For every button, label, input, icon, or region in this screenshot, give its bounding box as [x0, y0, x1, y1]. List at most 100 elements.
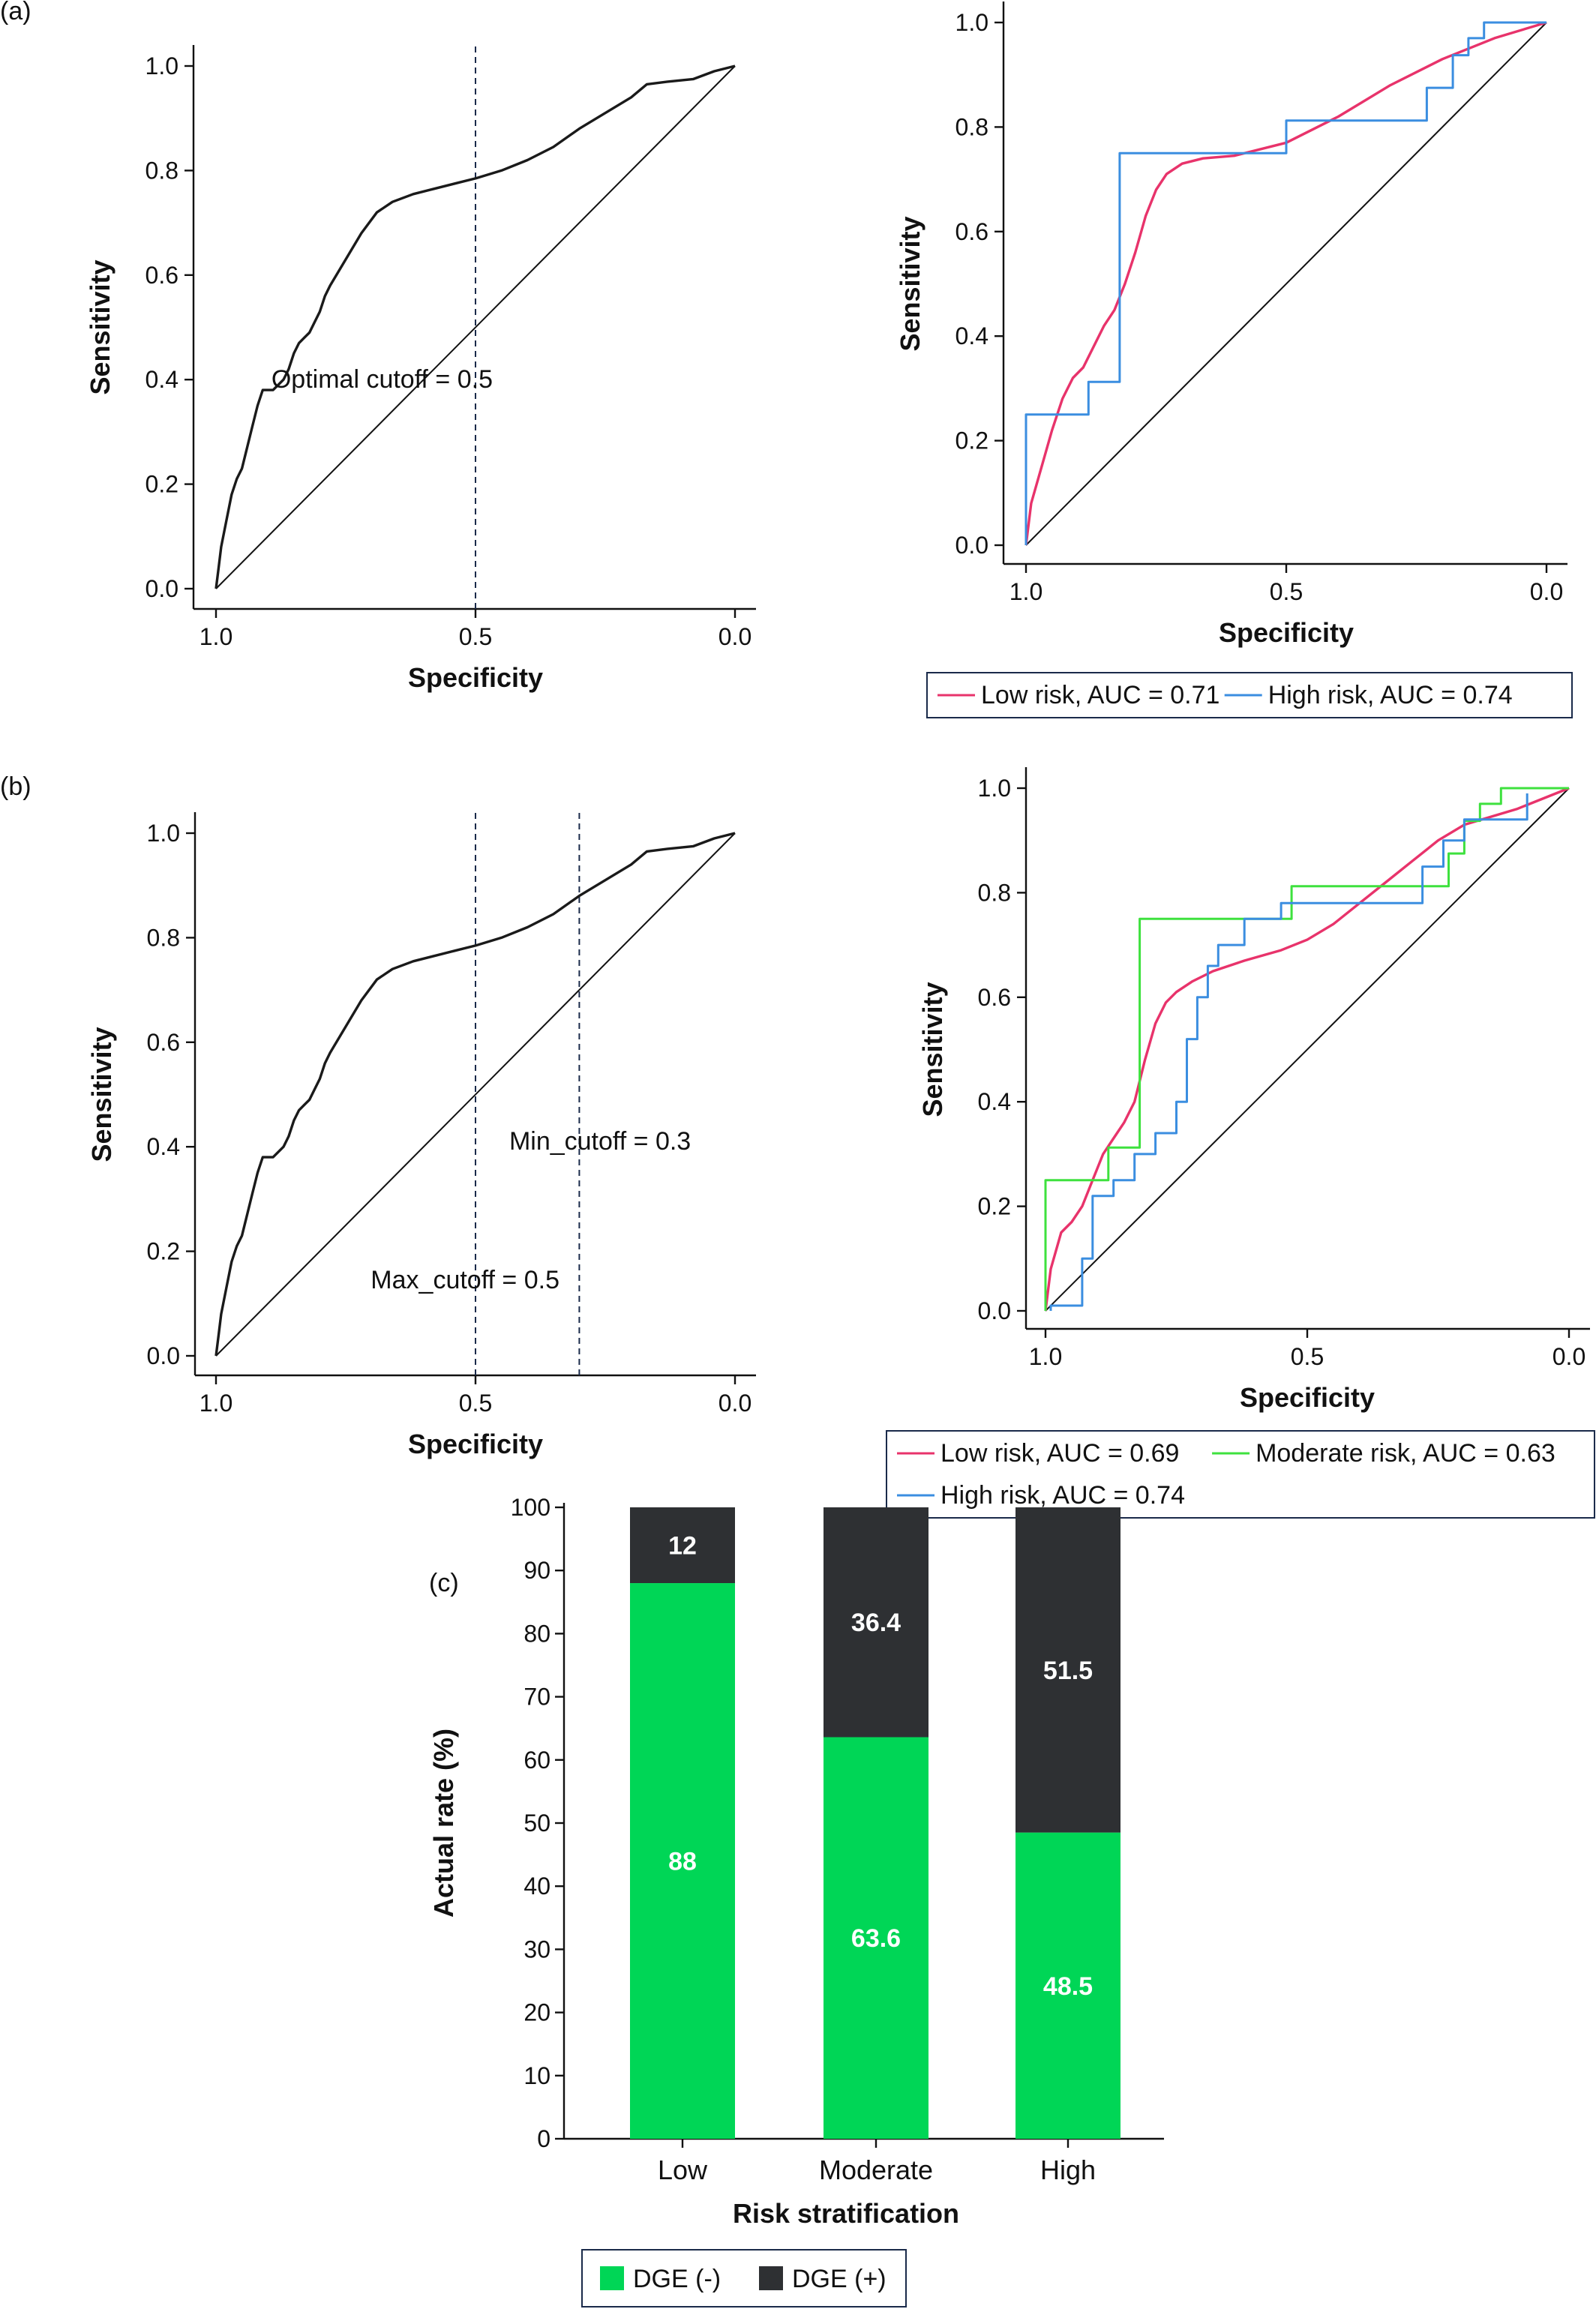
bar-high-dge-positive [1016, 1507, 1120, 1833]
y-tick-label: 60 [524, 1747, 550, 1774]
y-tick-label: 0.8 [146, 157, 178, 184]
bar-value-label: 88 [668, 1848, 697, 1876]
x-tick-label: 0.0 [1552, 1343, 1586, 1370]
x-tick-label: 0.0 [718, 1390, 752, 1417]
roc-chart-a-by-risk: 0.0 0.2 0.4 0.6 0.8 1.0 1.0 0.5 0.0 Specificity Se… [895, 1, 1573, 718]
x-tick-label: 0.5 [459, 623, 492, 650]
bar-value-label: 48.5 [1043, 1972, 1093, 2001]
x-tick-label: 0.5 [459, 1390, 492, 1417]
bar-value-label: 36.4 [851, 1609, 901, 1637]
y-tick-label: 0.0 [978, 1297, 1011, 1324]
y-tick-label: 0.2 [978, 1193, 1011, 1220]
y-tick-label: 0.4 [978, 1088, 1011, 1115]
y-tick-label: 50 [524, 1810, 550, 1837]
roc-chart-a-overall: 0.0 0.2 0.4 0.6 0.8 1.0 1.0 0.5 0.0 Specificity Se… [85, 45, 756, 693]
roc-curve-2 [1024, 21, 1546, 545]
stacked-bar-chart-c: 0 10 20 30 40 50 60 70 80 90 100 88 12 Low 63.6 36.4 Mod… [428, 1494, 1164, 2308]
y-tick-label: 0.2 [147, 1238, 180, 1265]
roc-curve-1 [214, 832, 736, 1357]
y-tick-label: 1.0 [146, 52, 178, 79]
legend-label: High risk, AUC = 0.74 [1268, 681, 1513, 709]
y-tick-label: 70 [524, 1684, 550, 1711]
x-tick-label: 1.0 [1010, 578, 1042, 605]
x-tick-label: 1.0 [200, 623, 232, 650]
bar-low-dge-negative [630, 1583, 735, 2139]
roc-chart-b-overall: 0.0 0.2 0.4 0.6 0.8 1.0 1.0 0.5 0.0 Specificity Se… [86, 812, 756, 1459]
bar-value-label: 51.5 [1043, 1657, 1093, 1685]
y-tick-label: 90 [524, 1557, 550, 1584]
panel-label-a: (a) [0, 0, 32, 25]
y-tick-label: 0.2 [146, 471, 178, 498]
reference-diagonal [1025, 22, 1547, 546]
y-axis-title: Actual rate (%) [428, 1729, 459, 1918]
y-tick-label: 10 [524, 2062, 550, 2089]
x-tick-label: 0.0 [718, 623, 752, 650]
roc-chart-b-by-risk: 0.0 0.2 0.4 0.6 0.8 1.0 1.0 0.5 0.0 Specificity Se… [886, 767, 1595, 1519]
bar-value-label: 63.6 [851, 1924, 901, 1953]
y-tick-label: 0.4 [146, 366, 178, 393]
y-tick-label: 0.4 [956, 322, 988, 349]
y-tick-label: 0 [537, 2125, 550, 2152]
annotation: Optimal cutoff = 0.5 [272, 365, 493, 394]
x-axis-title: Specificity [1219, 617, 1354, 648]
y-tick-label: 0.8 [956, 113, 988, 140]
y-tick-label: 0.6 [978, 984, 1011, 1011]
y-tick-label: 0.0 [147, 1342, 180, 1369]
legend-box [581, 2249, 907, 2308]
legend-label: DGE (-) [633, 2265, 721, 2293]
x-axis-title: Risk stratification [733, 2198, 959, 2229]
reference-diagonal [215, 65, 736, 589]
y-tick-label: 80 [524, 1620, 550, 1647]
legend-swatch [759, 2266, 783, 2290]
legend-box [886, 1430, 1595, 1519]
y-tick-label: 0.0 [956, 532, 988, 559]
y-tick-label: 0.6 [147, 1029, 180, 1056]
y-axis-title: Sensitivity [917, 982, 948, 1117]
legend-label: Low risk, AUC = 0.71 [981, 681, 1220, 709]
annotation: Min_cutoff = 0.3 [509, 1127, 691, 1156]
roc-curve-3 [1049, 793, 1528, 1311]
y-axis-title: Sensitivity [85, 259, 116, 394]
x-tick-label: 0.0 [1530, 578, 1563, 605]
y-tick-label: 1.0 [978, 775, 1011, 802]
x-tick-label: Moderate [819, 2155, 933, 2185]
legend-label: Moderate risk, AUC = 0.63 [1256, 1439, 1556, 1468]
x-tick-label: 1.0 [200, 1390, 232, 1417]
x-tick-label: Low [658, 2155, 708, 2185]
panel-label-b: (b) [0, 772, 32, 801]
y-tick-label: 40 [524, 1873, 550, 1900]
x-tick-label: 0.5 [1270, 578, 1303, 605]
roc-curve-1 [1044, 787, 1570, 1312]
panel-label-c: (c) [429, 1569, 459, 1597]
bar-moderate-dge-negative [824, 1737, 928, 2139]
y-tick-label: 30 [524, 1936, 550, 1963]
x-axis-title: Specificity [1240, 1382, 1375, 1413]
x-axis-title: Specificity [408, 1429, 543, 1459]
legend-swatch [600, 2266, 624, 2290]
y-tick-label: 100 [511, 1494, 550, 1521]
y-tick-label: 20 [524, 1999, 550, 2026]
x-tick-label: 0.5 [1291, 1343, 1324, 1370]
y-tick-label: 1.0 [147, 820, 180, 847]
annotation: Max_cutoff = 0.5 [370, 1266, 560, 1294]
y-tick-label: 0.6 [956, 218, 988, 245]
legend-label: Low risk, AUC = 0.69 [940, 1439, 1179, 1468]
x-tick-label: High [1040, 2155, 1096, 2185]
y-tick-label: 0.0 [146, 575, 178, 602]
x-axis-title: Specificity [408, 662, 543, 693]
roc-curve-1 [214, 64, 736, 589]
y-axis-title: Sensitivity [895, 216, 926, 351]
y-tick-label: 0.8 [978, 879, 1011, 906]
legend-label: High risk, AUC = 0.74 [940, 1481, 1185, 1510]
y-tick-label: 1.0 [956, 9, 988, 36]
y-tick-label: 0.2 [956, 427, 988, 454]
y-tick-label: 0.4 [147, 1133, 180, 1160]
bar-value-label: 12 [668, 1532, 697, 1561]
bar-high-dge-negative [1016, 1832, 1120, 2139]
reference-diagonal [215, 832, 736, 1357]
y-tick-label: 0.6 [146, 262, 178, 289]
y-tick-label: 0.8 [147, 924, 180, 951]
bar-low-dge-positive [630, 1507, 735, 1584]
reference-diagonal [1045, 787, 1570, 1312]
